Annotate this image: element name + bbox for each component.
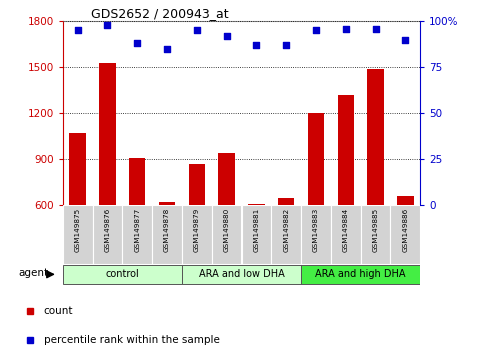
Bar <box>331 205 361 264</box>
Point <box>401 37 409 42</box>
Point <box>312 28 320 33</box>
Bar <box>308 113 324 297</box>
Text: GSM149884: GSM149884 <box>343 208 349 252</box>
Bar <box>397 196 413 297</box>
Text: count: count <box>44 306 73 316</box>
Text: GSM149878: GSM149878 <box>164 208 170 252</box>
Bar <box>93 205 122 264</box>
Text: GSM149876: GSM149876 <box>104 208 111 252</box>
Bar <box>271 205 301 264</box>
Bar <box>129 158 145 297</box>
Bar <box>182 265 301 284</box>
Point <box>342 26 350 32</box>
Text: GSM149881: GSM149881 <box>254 208 259 252</box>
Bar <box>301 265 420 284</box>
Point <box>193 28 201 33</box>
Bar <box>99 63 115 297</box>
Point <box>104 22 112 28</box>
Bar <box>70 133 86 297</box>
Text: GSM149879: GSM149879 <box>194 208 200 252</box>
Bar <box>63 205 93 264</box>
Point <box>372 26 380 32</box>
Point <box>74 28 82 33</box>
Bar <box>122 205 152 264</box>
Text: ARA and high DHA: ARA and high DHA <box>315 269 406 279</box>
Bar <box>152 205 182 264</box>
Text: GDS2652 / 200943_at: GDS2652 / 200943_at <box>91 7 229 20</box>
Text: GSM149883: GSM149883 <box>313 208 319 252</box>
Text: percentile rank within the sample: percentile rank within the sample <box>44 335 220 345</box>
Text: GSM149875: GSM149875 <box>75 208 81 252</box>
Point <box>282 42 290 48</box>
Bar <box>218 153 235 297</box>
Bar <box>189 164 205 297</box>
Text: control: control <box>105 269 139 279</box>
Bar <box>159 202 175 297</box>
Point <box>163 46 171 52</box>
Text: GSM149880: GSM149880 <box>224 208 229 252</box>
Bar <box>278 198 294 297</box>
Bar <box>248 204 265 297</box>
Bar <box>361 205 390 264</box>
Bar <box>301 205 331 264</box>
Point <box>223 33 230 39</box>
Text: GSM149885: GSM149885 <box>372 208 379 252</box>
Bar <box>182 205 212 264</box>
Text: GSM149886: GSM149886 <box>402 208 408 252</box>
Point <box>253 42 260 48</box>
Point <box>133 40 141 46</box>
Text: GSM149882: GSM149882 <box>283 208 289 252</box>
Bar <box>242 205 271 264</box>
Bar <box>390 205 420 264</box>
Text: agent: agent <box>19 268 49 278</box>
Text: ARA and low DHA: ARA and low DHA <box>199 269 284 279</box>
Bar <box>212 205 242 264</box>
Bar <box>368 69 384 297</box>
Bar <box>63 265 182 284</box>
Bar <box>338 95 354 297</box>
Text: GSM149877: GSM149877 <box>134 208 140 252</box>
